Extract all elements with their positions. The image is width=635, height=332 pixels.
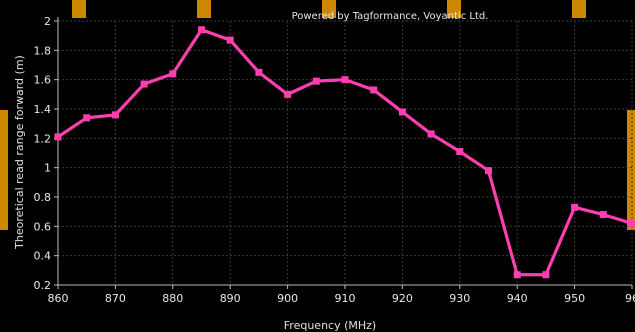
x-tick-label-8: 940 [507, 292, 528, 305]
x-tick-label-3: 890 [220, 292, 241, 305]
y-tick-label-2: 0.6 [34, 220, 52, 233]
y-tick-label-3: 0.8 [34, 191, 52, 204]
data-point-0-4 [169, 70, 177, 78]
y-tick-label-7: 1.6 [34, 74, 52, 87]
data-point-0-11 [370, 86, 378, 94]
data-point-0-7 [255, 68, 263, 76]
watermark-bar-3 [447, 0, 461, 18]
data-point-0-14 [456, 148, 464, 156]
data-point-0-0 [54, 133, 62, 141]
watermark-bar-1 [197, 0, 211, 18]
data-point-0-1 [83, 114, 91, 122]
y-tick-label-5: 1.2 [34, 132, 52, 145]
watermark-bar-6 [627, 110, 635, 230]
watermark-bar-4 [572, 0, 586, 18]
y-tick-label-1: 0.4 [34, 250, 52, 263]
data-point-0-6 [226, 36, 234, 44]
watermark-bar-2 [322, 0, 336, 18]
y-tick-label-0: 0.2 [34, 279, 52, 292]
y-tick-label-9: 2 [44, 15, 51, 28]
data-point-0-9 [312, 77, 320, 85]
y-tick-label-4: 1 [44, 162, 51, 175]
data-point-0-15 [485, 167, 492, 175]
x-tick-label-0: 860 [48, 292, 69, 305]
grid-layer [58, 20, 633, 285]
axis-layer [54, 17, 633, 289]
x-tick-label-6: 920 [392, 292, 413, 305]
data-point-0-10 [341, 76, 349, 84]
label-layer: 860 870 880 890 900 910 920 930 940 950 96 0.2 0.4 0.… [34, 15, 635, 305]
x-tick-label-4: 900 [277, 292, 298, 305]
y-tick-label-8: 1.8 [34, 44, 52, 57]
chart-credit: Powered by Tagformance, Voyantic Ltd. [292, 11, 489, 22]
data-point-0-5 [198, 26, 205, 34]
x-tick-label-9: 950 [564, 292, 585, 305]
watermark-bar-5 [0, 110, 8, 230]
data-point-0-16 [513, 271, 521, 279]
data-point-0-8 [284, 90, 292, 98]
data-point-0-2 [111, 111, 119, 119]
series-layer [54, 26, 635, 279]
y-tick-label-6: 1.4 [34, 103, 52, 116]
x-tick-label-7: 930 [449, 292, 470, 305]
data-point-0-3 [140, 80, 148, 88]
watermark-layer [0, 0, 635, 230]
data-point-0-18 [571, 203, 579, 211]
x-tick-label-5: 910 [335, 292, 356, 305]
data-point-0-17 [542, 271, 550, 279]
data-point-0-19 [599, 211, 607, 219]
y-axis-title: Theoretical read range forward (m) [13, 55, 26, 250]
watermark-bar-0 [72, 0, 86, 18]
data-point-0-20 [628, 219, 635, 227]
x-tick-label-1: 870 [105, 292, 126, 305]
x-tick-label-2: 880 [162, 292, 183, 305]
x-tick-label-10: 96 [625, 292, 635, 305]
data-point-0-13 [427, 130, 435, 138]
x-axis-title: Frequency (MHz) [284, 319, 376, 332]
data-point-0-12 [398, 108, 406, 116]
